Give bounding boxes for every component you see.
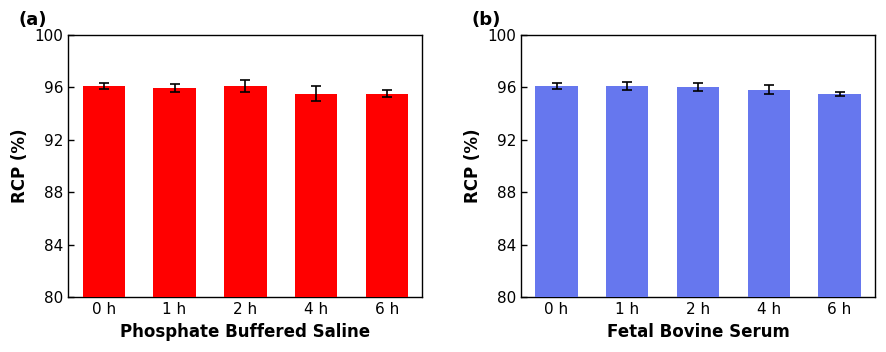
Bar [224, 86, 267, 297]
Text: (b): (b) [471, 11, 501, 29]
Bar [366, 94, 408, 297]
Text: (a): (a) [19, 11, 47, 29]
Y-axis label: RCP (%): RCP (%) [464, 129, 482, 203]
X-axis label: Phosphate Buffered Saline: Phosphate Buffered Saline [120, 323, 370, 341]
Y-axis label: RCP (%): RCP (%) [12, 129, 29, 203]
Bar [535, 86, 578, 297]
Bar [82, 86, 125, 297]
Bar [153, 88, 196, 297]
Bar [748, 90, 790, 297]
Bar [819, 94, 860, 297]
Bar [606, 86, 649, 297]
X-axis label: Fetal Bovine Serum: Fetal Bovine Serum [607, 323, 789, 341]
Bar [677, 87, 719, 297]
Bar [295, 94, 338, 297]
